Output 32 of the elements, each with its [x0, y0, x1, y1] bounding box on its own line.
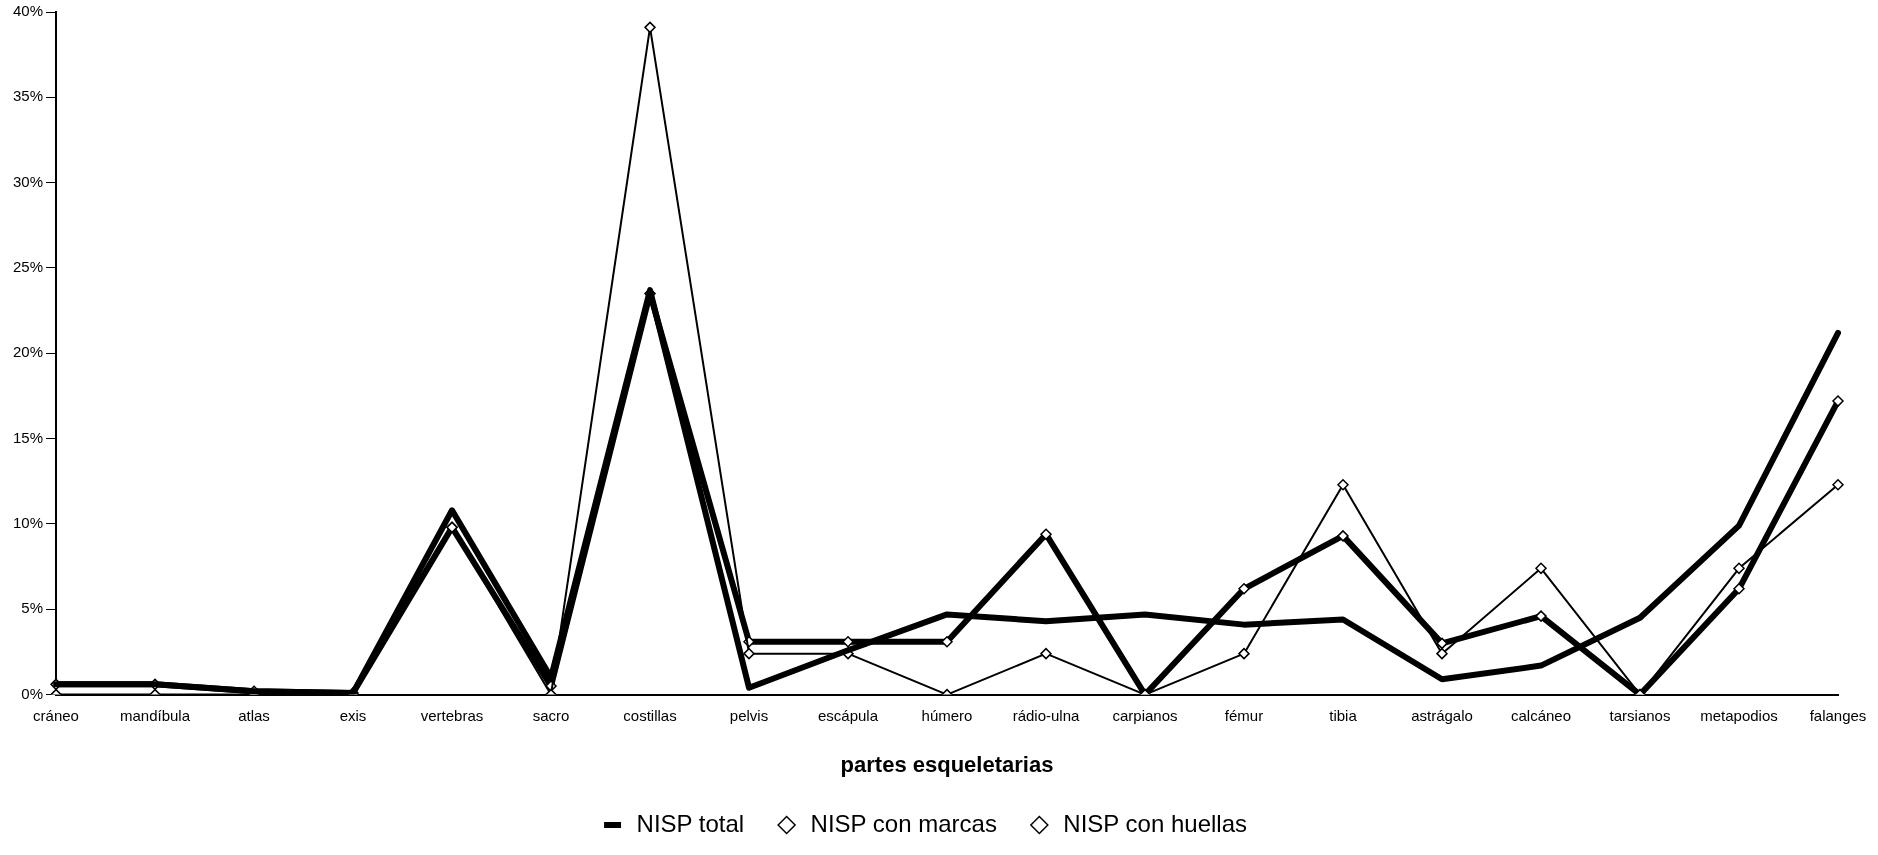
x-tick-label: fémur: [1224, 706, 1264, 724]
x-tick-label: vertebras: [420, 706, 484, 724]
y-tick-label: 30%: [12, 172, 44, 190]
x-tick-label: astrágalo: [1411, 706, 1473, 724]
x-tick-label: escápula: [817, 706, 879, 724]
x-axis-title: partes esqueletarias: [840, 751, 1054, 777]
y-tick-label: 40%: [12, 2, 44, 20]
x-tick-label: pelvis: [729, 706, 769, 724]
y-tick-label: 35%: [12, 87, 44, 105]
y-tick-label: 10%: [12, 514, 44, 532]
x-tick-label: húmero: [921, 706, 973, 724]
x-tick-label: mandíbula: [119, 706, 191, 724]
x-tick-label: cráneo: [33, 706, 79, 724]
x-tick-label: metapodios: [1700, 706, 1778, 724]
x-tick-label: exis: [339, 706, 367, 724]
x-tick-label: tarsianos: [1609, 706, 1671, 724]
y-tick-label: 0%: [21, 684, 44, 702]
y-tick-label: 15%: [12, 428, 44, 446]
x-tick-label: sacro: [532, 706, 570, 724]
x-tick-label: costillas: [623, 706, 677, 724]
legend-label: NISP con marcas: [810, 809, 997, 837]
x-tick-label: tibia: [1329, 706, 1358, 724]
legend-label: NISP con huellas: [1063, 809, 1248, 837]
x-tick-label: calcáneo: [1510, 706, 1572, 724]
x-tick-label: rádio-ulna: [1012, 706, 1081, 724]
legend-label: NISP total: [636, 809, 745, 837]
x-tick-label: falanges: [1809, 706, 1867, 724]
x-tick-label: atlas: [238, 706, 270, 724]
y-tick-label: 20%: [12, 343, 44, 361]
y-tick-label: 5%: [21, 599, 44, 617]
y-tick-label: 25%: [12, 258, 44, 276]
x-tick-label: carpianos: [1112, 706, 1178, 724]
